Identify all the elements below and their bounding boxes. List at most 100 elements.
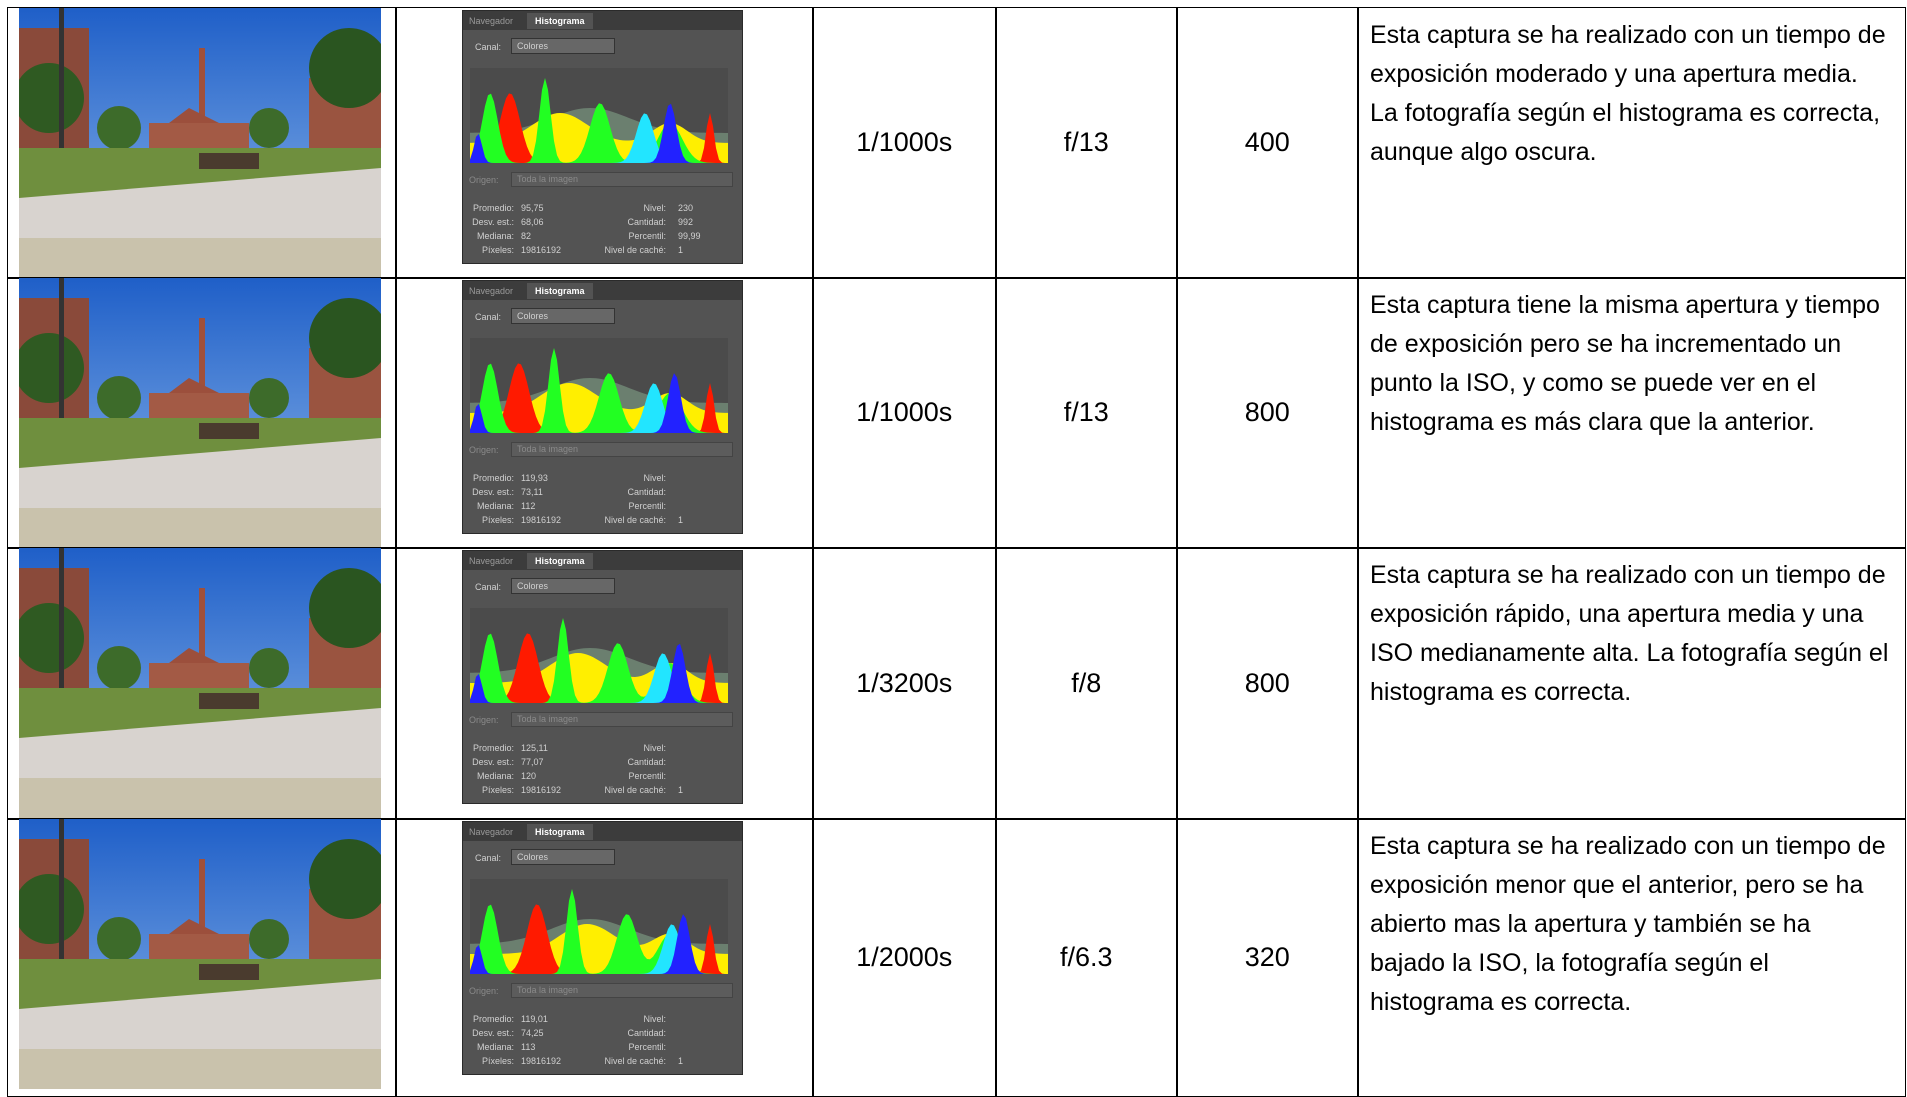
stat-label: Nivel de caché: xyxy=(604,515,666,525)
tab: Histograma xyxy=(527,13,593,29)
stat-value: 992 xyxy=(678,217,693,227)
stat-label: Promedio: xyxy=(473,203,514,213)
dropdown: Colores xyxy=(511,849,615,865)
label: Canal: xyxy=(475,853,501,863)
shape xyxy=(249,648,289,688)
iso: 800 xyxy=(1245,668,1290,699)
description-cell: Esta captura tiene la misma apertura y t… xyxy=(1357,277,1906,549)
stat-label: Desv. est.: xyxy=(472,1028,514,1038)
aperture-cell: f/6.3 xyxy=(995,818,1178,1097)
label: Origen: xyxy=(469,445,499,455)
dropdown: Toda la imagen xyxy=(511,712,733,727)
photo-cell xyxy=(7,277,397,549)
tab: Navegador xyxy=(469,286,513,296)
iso-cell: 400 xyxy=(1176,7,1359,279)
shape xyxy=(97,376,141,420)
shutter-cell: 1/1000s xyxy=(812,7,997,279)
shutter-cell: 1/3200s xyxy=(812,547,997,820)
shape xyxy=(470,338,728,433)
stat-label: Percentil: xyxy=(628,501,666,511)
aperture: f/13 xyxy=(1064,127,1109,158)
shape xyxy=(19,8,381,278)
photo-cell xyxy=(7,547,397,820)
stat-value: 125,11 xyxy=(521,743,548,753)
shutter-speed: 1/3200s xyxy=(856,668,952,699)
description: Esta captura se ha realizado con un tiem… xyxy=(1370,16,1893,172)
tab: Histograma xyxy=(527,283,593,299)
stat-value: 19816192 xyxy=(521,785,561,795)
iso-cell: 800 xyxy=(1176,277,1359,549)
stat-label: Nivel de caché: xyxy=(604,785,666,795)
shape xyxy=(199,423,259,439)
aperture: f/13 xyxy=(1064,397,1109,428)
shape xyxy=(470,879,728,974)
stat-value: 74,25 xyxy=(521,1028,544,1038)
shape xyxy=(19,548,381,818)
shutter-speed: 1/2000s xyxy=(856,942,952,973)
iso: 400 xyxy=(1245,127,1290,158)
shape xyxy=(249,108,289,148)
shape xyxy=(19,278,381,548)
stat-label: Mediana: xyxy=(477,231,514,241)
stat-label: Desv. est.: xyxy=(472,487,514,497)
dropdown: Toda la imagen xyxy=(511,172,733,187)
shape xyxy=(199,153,259,169)
shape xyxy=(470,608,728,703)
description: Esta captura tiene la misma apertura y t… xyxy=(1370,286,1893,442)
label: Origen: xyxy=(469,715,499,725)
shape xyxy=(19,238,381,278)
stat-label: Nivel: xyxy=(643,743,666,753)
stat-label: Nivel: xyxy=(643,473,666,483)
stat-value: 82 xyxy=(521,231,531,241)
stat-label: Píxeles: xyxy=(482,1056,514,1066)
stat-value: 1 xyxy=(678,245,683,255)
dropdown: Colores xyxy=(511,308,615,324)
stat-label: Percentil: xyxy=(628,1042,666,1052)
stat-label: Percentil: xyxy=(628,231,666,241)
stat-label: Desv. est.: xyxy=(472,757,514,767)
description: Esta captura se ha realizado con un tiem… xyxy=(1370,556,1893,712)
stat-label: Nivel: xyxy=(643,1014,666,1024)
iso: 800 xyxy=(1245,397,1290,428)
stat-value: 1 xyxy=(678,785,683,795)
photo xyxy=(19,278,381,548)
tab: Navegador xyxy=(469,827,513,837)
dropdown: Colores xyxy=(511,38,615,54)
stat-label: Mediana: xyxy=(477,1042,514,1052)
tab: Histograma xyxy=(527,553,593,569)
stat-value: 113 xyxy=(521,1042,535,1052)
iso: 320 xyxy=(1245,942,1290,973)
aperture-cell: f/13 xyxy=(995,7,1178,279)
stat-label: Nivel de caché: xyxy=(604,245,666,255)
tab: Histograma xyxy=(527,824,593,840)
stat-label: Promedio: xyxy=(473,1014,514,1024)
page: Navegador Histograma Canal: Colores Origen:… xyxy=(0,0,1907,1087)
stat-value: 77,07 xyxy=(521,757,544,767)
shape xyxy=(19,819,381,1089)
shutter-speed: 1/1000s xyxy=(856,397,952,428)
shutter-cell: 1/2000s xyxy=(812,818,997,1097)
stat-label: Cantidad: xyxy=(627,487,666,497)
stat-value: 120 xyxy=(521,771,536,781)
shape xyxy=(97,917,141,961)
photo-cell xyxy=(7,818,397,1097)
stat-value: 112 xyxy=(521,501,535,511)
photo xyxy=(19,819,381,1096)
stat-value: 19816192 xyxy=(521,245,561,255)
label: Origen: xyxy=(469,175,499,185)
stat-value: 95,75 xyxy=(521,203,544,213)
stat-value: 119,93 xyxy=(521,473,548,483)
stat-label: Mediana: xyxy=(477,771,514,781)
dropdown: Toda la imagen xyxy=(511,442,733,457)
iso-cell: 320 xyxy=(1176,818,1359,1097)
shape xyxy=(19,1049,381,1089)
description-cell: Esta captura se ha realizado con un tiem… xyxy=(1357,818,1906,1097)
stat-value: 19816192 xyxy=(521,515,561,525)
stat-value: 19816192 xyxy=(521,1056,561,1066)
